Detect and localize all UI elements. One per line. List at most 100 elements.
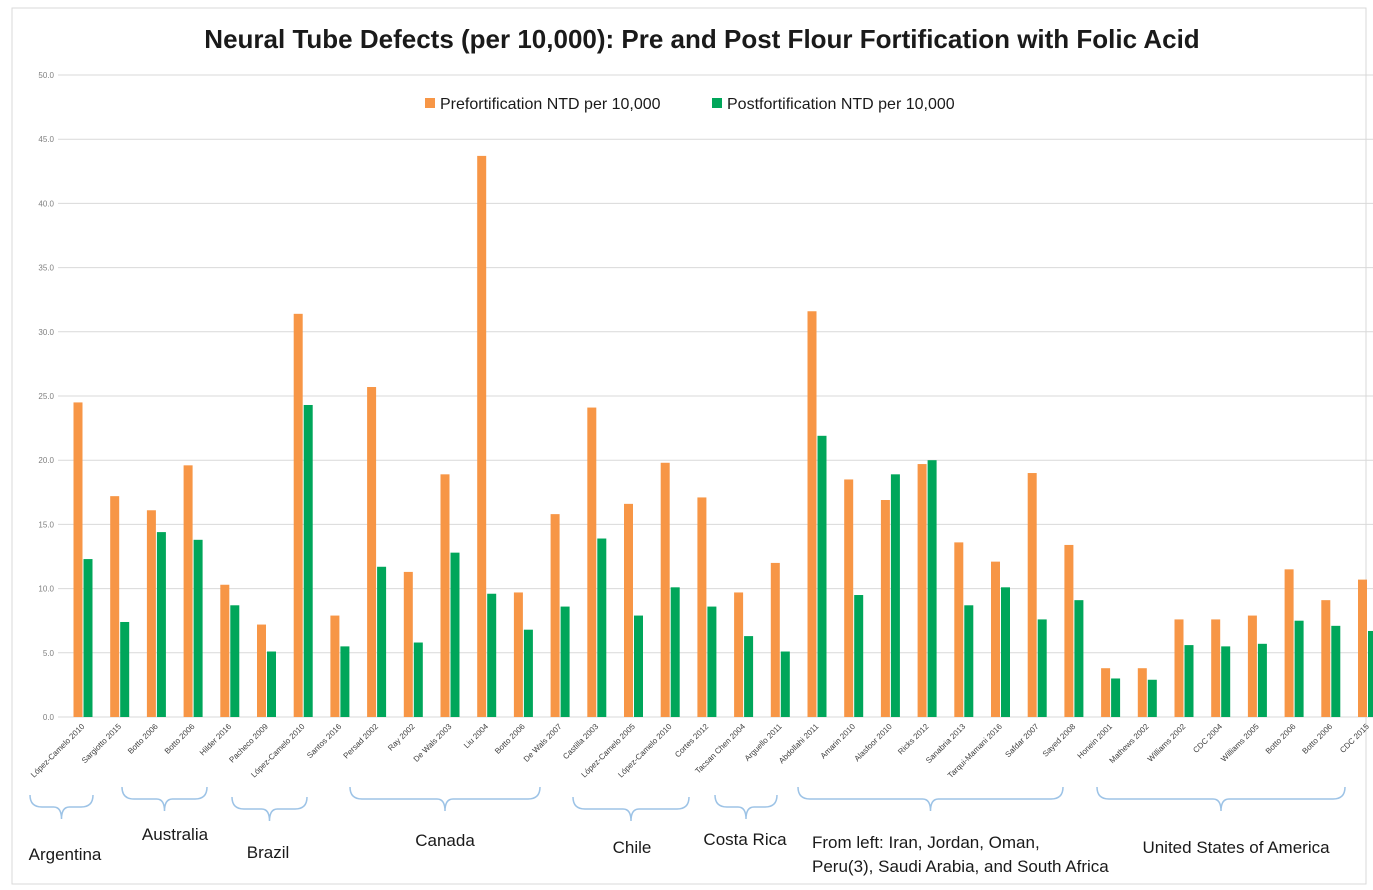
pre-bar [1101,668,1111,717]
pre-bar [513,592,523,717]
group-bracket [797,786,1064,812]
post-bar [487,593,497,717]
pre-bar [1137,668,1147,717]
group-bracket [349,786,541,812]
post-bar [120,621,130,717]
x-tick-label: Arguello 2011 [743,722,784,763]
legend-label-pre: Prefortification NTD per 10,000 [440,96,661,113]
country-groups: Argentina Australia Brazil Canada Chile Costa… [29,786,1346,876]
x-tick-label: Botto 2006 [126,722,160,756]
y-tick-label: 25.0 [38,392,54,401]
post-bar [340,646,350,717]
post-bar [964,605,974,717]
post-bar [1221,646,1231,717]
x-tick-label: Mathews 2002 [1108,722,1152,766]
pre-bar [734,592,744,717]
x-tick-label: CDC 2004 [1191,722,1224,755]
chart-title: Neural Tube Defects (per 10,000): Pre an… [204,24,1199,54]
y-tick-label: 45.0 [38,135,54,144]
post-bar [1001,587,1010,717]
x-tick-label: Liu 2004 [462,722,490,750]
x-tick-label: Sargiotto 2015 [80,722,124,766]
post-bar [83,559,93,717]
y-tick-label: 20.0 [38,456,54,465]
y-tick-label: 35.0 [38,264,54,273]
pre-bar [697,497,707,717]
post-bar [1074,600,1084,717]
x-tick-label: López-Camelo 2010 [29,722,87,780]
group-label: Canada [415,831,475,850]
pre-bar [1358,579,1367,717]
x-tick-label: Sayed 2008 [1041,722,1078,759]
post-bar [1184,645,1194,717]
chart-frame [11,7,1367,885]
post-bar [230,605,240,717]
post-bar [1257,643,1267,717]
post-bar [597,538,607,717]
pre-bar [367,387,377,717]
post-bar [927,460,937,717]
x-tick-label: De Wals 2007 [522,722,564,764]
legend: Prefortification NTD per 10,000 Postfort… [425,96,955,113]
pre-bar [146,510,156,717]
pre-bar [1211,619,1221,717]
x-tick-label: Williams 2005 [1219,722,1261,764]
group-bracket [231,796,308,822]
pre-bar [770,562,780,717]
x-tick-label: Honein 2001 [1076,722,1115,761]
x-tick-label: Santos 2016 [305,722,344,761]
pre-bar [293,313,303,717]
y-tick-label: 10.0 [38,585,54,594]
pre-bar [1284,569,1294,717]
group-bracket [1096,786,1346,812]
y-tick-label: 50.0 [38,71,54,80]
x-tick-label: Safdar 2007 [1003,722,1041,760]
pre-bar [1027,473,1037,717]
pre-bar [807,311,817,717]
post-bar [1331,625,1341,717]
x-tick-label: Castilla 2003 [561,722,600,761]
y-tick-label: 30.0 [38,328,54,337]
group-bracket [714,794,778,820]
group-bracket [29,794,94,820]
post-bar [634,615,643,717]
post-bar [670,587,680,717]
x-tick-label: Ricks 2012 [896,722,931,757]
group-label: Chile [613,838,652,857]
post-bar [707,606,717,717]
post-bar [156,532,166,717]
pre-bar [403,571,413,717]
y-tick-label: 15.0 [38,520,54,529]
group-label: Argentina [29,845,102,864]
post-bar [377,566,387,717]
post-bar [193,539,203,717]
post-bar [1037,619,1047,717]
legend-label-post: Postfortification NTD per 10,000 [727,96,955,113]
y-axis-ticks: 0.0 5.0 10.0 15.0 20.0 25.0 30.0 35.0 40.0 45.0 50… [38,71,54,722]
pre-bar [917,464,927,717]
pre-bar [624,503,633,717]
post-bar [780,651,790,717]
post-bar [744,636,754,717]
post-bar [890,474,900,717]
post-bar [267,651,276,717]
x-tick-label: Botto 2006 [163,722,197,756]
x-tick-label: Persad 2002 [342,722,381,761]
pre-bar [73,402,83,717]
x-tick-label: Williams 2002 [1146,722,1188,764]
post-bar [854,595,864,717]
group-bracket [121,786,208,812]
x-tick-label: Amarin 2010 [819,722,858,761]
post-bar [413,642,423,717]
pre-bar [954,542,964,717]
y-tick-label: 0.0 [43,713,55,722]
pre-bar [110,496,120,717]
pre-bar [880,500,890,717]
y-tick-label: 5.0 [43,649,55,658]
group-bracket [572,796,690,822]
pre-bar [991,561,1000,717]
pre-bar [660,462,670,717]
x-tick-label: Botto 2006 [1300,722,1334,756]
